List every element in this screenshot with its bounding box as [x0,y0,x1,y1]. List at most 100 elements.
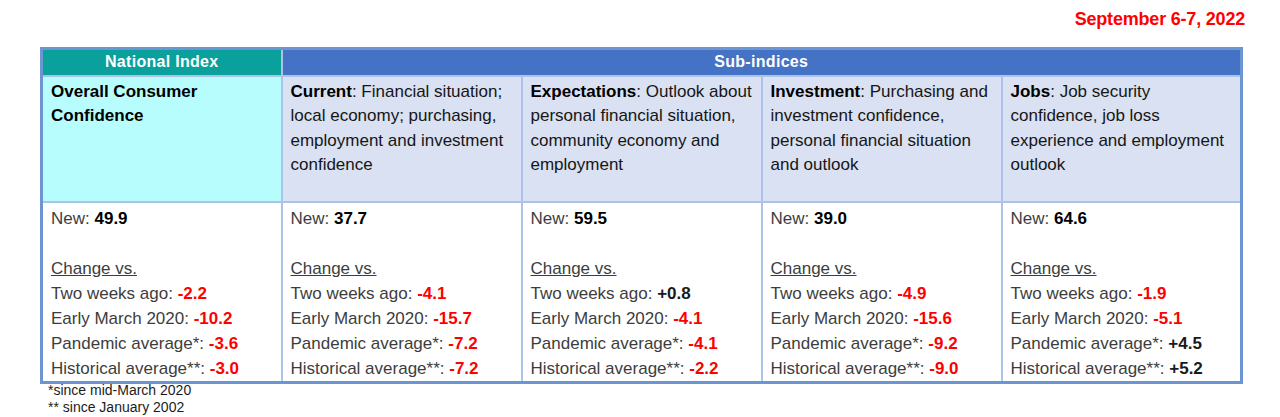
overall-confidence-desc-cell: Overall Consumer Confidence [42,76,282,202]
sub-indices-header: Sub-indices [282,49,1242,76]
new-value: 37.7 [334,209,367,228]
change-label: Early March 2020: [291,309,434,328]
change-value: -1.9 [1137,284,1166,303]
change-label: Two weeks ago: [531,284,658,303]
change-label: Two weeks ago: [771,284,898,303]
national-index-header: National Index [42,49,282,76]
change-label: Two weeks ago: [291,284,418,303]
change-line: Early March 2020: -10.2 [51,306,273,331]
investment-data-cell: New: 39.0 Change vs. Two weeks ago: -4.9… [762,202,1002,383]
expectations-desc-cell: Expectations: Outlook about personal fin… [522,76,762,202]
jobs-data-cell: New: 64.6 Change vs. Two weeks ago: -1.9… [1002,202,1242,383]
change-value: +4.5 [1168,334,1202,353]
new-index-line: New: 49.9 [51,206,273,231]
spacer [771,231,993,256]
change-value: +5.2 [1169,359,1203,378]
current-desc-cell: Current: Financial situation; local econ… [282,76,522,202]
change-line: Early March 2020: -15.6 [771,306,993,331]
change-label: Early March 2020: [51,309,194,328]
change-label: Historical average**: [291,359,450,378]
footnotes: *since mid-March 2020 ** since January 2… [48,382,191,416]
change-line: Pandemic average*: +4.5 [1011,331,1233,356]
change-heading: Change vs. [1011,259,1097,278]
change-label: Historical average**: [531,359,690,378]
change-value: -2.2 [178,284,207,303]
change-value: -10.2 [194,309,233,328]
change-line: Pandemic average*: -7.2 [291,331,513,356]
slide-canvas: September 6-7, 2022 National Index Sub-i… [0,0,1280,417]
investment-term: Investment [771,82,861,101]
overall-confidence-term: Overall Consumer Confidence [51,82,197,126]
change-label: Historical average**: [1011,359,1170,378]
change-value: -5.1 [1153,309,1182,328]
new-index-line: New: 39.0 [771,206,993,231]
change-line: Pandemic average*: -3.6 [51,331,273,356]
new-label: New: [771,209,814,228]
values-row: New: 49.9 Change vs. Two weeks ago: -2.2… [42,202,1242,383]
new-label: New: [531,209,574,228]
change-value: +0.8 [657,284,691,303]
change-line: Historical average**: -2.2 [531,356,753,381]
change-line: Historical average**: -9.0 [771,356,993,381]
change-heading-line: Change vs. [51,256,273,281]
new-index-line: New: 37.7 [291,206,513,231]
change-line: Two weeks ago: -4.9 [771,281,993,306]
new-index-line: New: 59.5 [531,206,753,231]
change-heading-line: Change vs. [291,256,513,281]
change-label: Pandemic average*: [771,334,929,353]
change-label: Pandemic average*: [531,334,689,353]
consumer-confidence-table: National Index Sub-indices Overall Consu… [40,47,1243,384]
change-label: Pandemic average*: [1011,334,1169,353]
jobs-term: Jobs [1011,82,1051,101]
change-line: Two weeks ago: -1.9 [1011,281,1233,306]
change-heading-line: Change vs. [531,256,753,281]
change-value: -7.2 [449,359,478,378]
change-value: -15.7 [433,309,472,328]
footnote-historical: ** since January 2002 [48,399,191,416]
spacer [291,231,513,256]
new-value: 59.5 [574,209,607,228]
change-label: Early March 2020: [771,309,914,328]
new-label: New: [51,209,94,228]
new-label: New: [1011,209,1054,228]
current-term: Current [291,82,352,101]
change-line: Two weeks ago: -2.2 [51,281,273,306]
change-label: Two weeks ago: [51,284,178,303]
new-value: 49.9 [94,209,127,228]
change-heading-line: Change vs. [771,256,993,281]
change-label: Historical average**: [771,359,930,378]
new-value: 64.6 [1054,209,1087,228]
footnote-pandemic: *since mid-March 2020 [48,382,191,399]
change-value: -3.0 [210,359,239,378]
spacer [531,231,753,256]
expectations-term: Expectations [531,82,637,101]
overall-data-cell: New: 49.9 Change vs. Two weeks ago: -2.2… [42,202,282,383]
change-heading: Change vs. [51,259,137,278]
expectations-data-cell: New: 59.5 Change vs. Two weeks ago: +0.8… [522,202,762,383]
change-label: Historical average**: [51,359,210,378]
change-value: -7.2 [448,334,477,353]
change-line: Early March 2020: -5.1 [1011,306,1233,331]
new-label: New: [291,209,334,228]
report-date: September 6-7, 2022 [1075,9,1245,30]
change-value: -3.6 [209,334,238,353]
change-heading: Change vs. [291,259,377,278]
change-line: Historical average**: -7.2 [291,356,513,381]
change-line: Early March 2020: -4.1 [531,306,753,331]
change-line: Pandemic average*: -9.2 [771,331,993,356]
change-line: Two weeks ago: -4.1 [291,281,513,306]
change-value: -9.0 [929,359,958,378]
change-line: Historical average**: -3.0 [51,356,273,381]
change-label: Two weeks ago: [1011,284,1138,303]
description-row: Overall Consumer Confidence Current: Fin… [42,76,1242,202]
change-label: Early March 2020: [1011,309,1154,328]
change-label: Early March 2020: [531,309,674,328]
new-index-line: New: 64.6 [1011,206,1233,231]
change-value: -2.2 [689,359,718,378]
current-data-cell: New: 37.7 Change vs. Two weeks ago: -4.1… [282,202,522,383]
change-line: Historical average**: +5.2 [1011,356,1233,381]
change-value: -4.1 [417,284,446,303]
change-label: Pandemic average*: [51,334,209,353]
new-value: 39.0 [814,209,847,228]
change-value: -4.1 [688,334,717,353]
